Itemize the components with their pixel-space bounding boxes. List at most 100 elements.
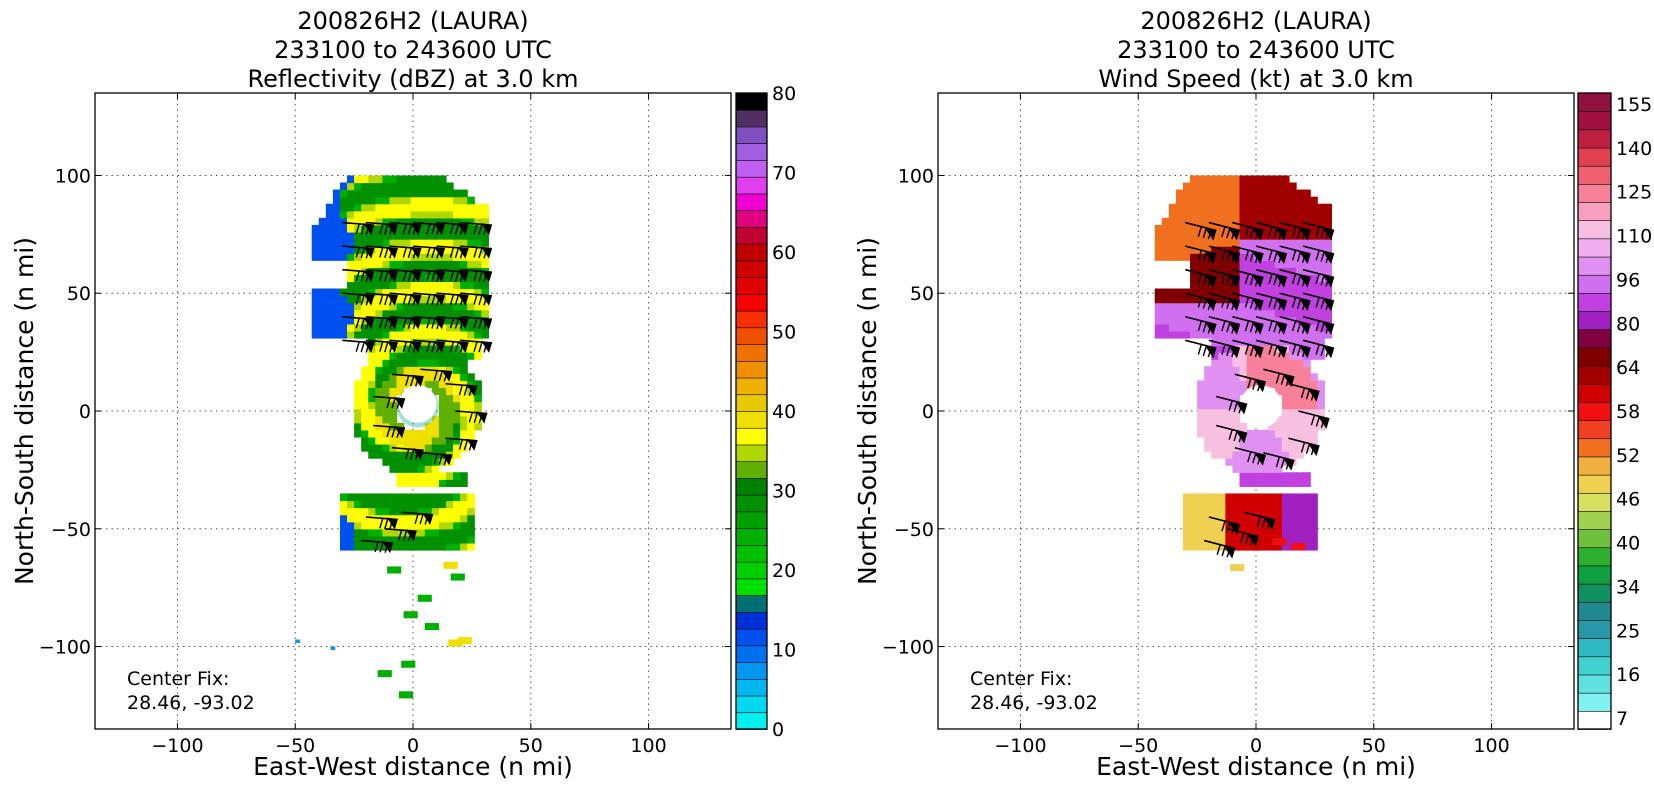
field-cell bbox=[1197, 535, 1205, 544]
colorbar-segment bbox=[1577, 92, 1612, 112]
field-cell bbox=[1288, 422, 1297, 431]
barb-feather bbox=[365, 271, 370, 283]
barb-feather bbox=[389, 518, 394, 530]
field-cell bbox=[1211, 443, 1219, 452]
field-cell bbox=[368, 330, 376, 339]
field-cell bbox=[424, 542, 433, 551]
field-cell bbox=[375, 401, 383, 410]
barb-flag bbox=[1228, 252, 1240, 265]
field-cell bbox=[1225, 401, 1234, 410]
x-tick-label: 100 bbox=[1473, 735, 1509, 757]
field-cell bbox=[375, 535, 383, 544]
field-cell bbox=[1204, 260, 1212, 268]
field-cell bbox=[1246, 359, 1255, 367]
field-cell bbox=[403, 239, 412, 247]
barb-feather bbox=[1273, 251, 1278, 262]
colorbar-segment bbox=[735, 159, 768, 178]
field-cell bbox=[460, 507, 468, 516]
barb-flag bbox=[1299, 299, 1311, 312]
field-cell bbox=[417, 465, 426, 473]
field-cell bbox=[467, 514, 475, 523]
field-cell bbox=[1303, 359, 1311, 367]
field-cell bbox=[460, 352, 468, 360]
field-cell bbox=[1168, 316, 1177, 325]
field-cell bbox=[361, 175, 369, 184]
barb-feather bbox=[1325, 276, 1330, 287]
field-cell bbox=[417, 535, 426, 544]
field-cell bbox=[1239, 253, 1248, 261]
barb-flag bbox=[1254, 453, 1266, 466]
field-cell bbox=[1303, 436, 1311, 445]
field-cell bbox=[467, 542, 475, 551]
field-cell bbox=[467, 203, 475, 212]
field-cell bbox=[1211, 535, 1219, 544]
field-cell bbox=[1246, 380, 1255, 389]
field-cell bbox=[1253, 210, 1262, 219]
field-cell bbox=[431, 458, 440, 466]
field-cell bbox=[375, 196, 383, 205]
field-cell bbox=[1288, 274, 1297, 283]
field-cell bbox=[438, 253, 447, 261]
field-cell bbox=[368, 373, 376, 381]
field-cell bbox=[1253, 436, 1262, 445]
field-cell bbox=[1281, 189, 1290, 198]
barb-feather bbox=[483, 318, 488, 330]
barb-flag bbox=[1224, 546, 1236, 559]
field-cell bbox=[453, 316, 461, 325]
field-cell bbox=[1190, 323, 1198, 332]
field-cell bbox=[1197, 514, 1205, 523]
field-cell bbox=[318, 239, 327, 247]
field-cell bbox=[1281, 514, 1290, 523]
barb-flag bbox=[1276, 252, 1288, 265]
field-cell bbox=[311, 302, 320, 311]
barb-feather bbox=[379, 247, 384, 258]
field-cell bbox=[1218, 387, 1226, 396]
field-cell bbox=[318, 253, 327, 261]
field-cell bbox=[361, 500, 369, 509]
field-cell bbox=[382, 500, 391, 509]
field-cell bbox=[375, 253, 383, 261]
field-cell bbox=[1239, 366, 1248, 374]
barb-shaft bbox=[1232, 339, 1264, 350]
y-tick-label: 100 bbox=[898, 165, 934, 187]
field-cell bbox=[347, 521, 355, 530]
field-cell bbox=[382, 443, 391, 452]
field-cell bbox=[460, 436, 468, 445]
barb-feather bbox=[1207, 276, 1213, 287]
field-cell bbox=[389, 175, 398, 184]
field-cell bbox=[445, 507, 454, 516]
field-cell bbox=[1232, 217, 1241, 226]
field-cell bbox=[453, 479, 461, 487]
field-cell bbox=[1218, 217, 1226, 226]
field-cell bbox=[389, 288, 398, 297]
colorbar-tick-label: 7 bbox=[1616, 708, 1628, 730]
field-cell bbox=[438, 472, 447, 480]
field-cell bbox=[1218, 359, 1226, 367]
field-cell bbox=[1296, 493, 1304, 502]
field-cell bbox=[453, 373, 461, 381]
barb-feather bbox=[1244, 226, 1250, 237]
field-cell bbox=[1246, 472, 1255, 480]
field-cell bbox=[1303, 246, 1311, 254]
barb-feather bbox=[360, 341, 365, 353]
field-cell bbox=[403, 472, 412, 480]
barb-feather bbox=[412, 271, 418, 283]
field-cell bbox=[354, 507, 362, 516]
field-cell bbox=[424, 345, 433, 353]
barb-feather bbox=[1291, 344, 1297, 355]
field-cell bbox=[1310, 429, 1318, 438]
barb-feather bbox=[410, 449, 415, 460]
field-cell bbox=[453, 472, 461, 480]
field-cell bbox=[410, 288, 419, 297]
field-cell bbox=[339, 239, 348, 247]
x-tick-label: −100 bbox=[151, 735, 203, 757]
barb-shaft bbox=[1255, 245, 1288, 255]
field-cell bbox=[1190, 295, 1198, 304]
barb-feather bbox=[1244, 344, 1250, 355]
barb-shaft bbox=[1298, 410, 1330, 420]
field-cell bbox=[417, 472, 426, 480]
field-cell bbox=[424, 260, 433, 268]
field-cell bbox=[1288, 267, 1297, 275]
field-cell bbox=[445, 528, 454, 537]
field-cell bbox=[1168, 203, 1177, 212]
